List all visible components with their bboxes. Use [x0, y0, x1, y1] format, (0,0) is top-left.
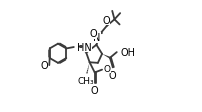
Text: O: O [102, 16, 109, 26]
Text: O: O [103, 64, 110, 73]
Text: N: N [93, 33, 100, 43]
Text: OH: OH [120, 47, 135, 57]
Text: O: O [40, 61, 48, 70]
Text: O: O [108, 70, 116, 80]
Text: HN: HN [77, 42, 91, 52]
Text: O: O [89, 29, 96, 39]
Text: CH₃: CH₃ [77, 76, 94, 85]
Polygon shape [102, 54, 109, 59]
Text: O: O [90, 85, 98, 95]
